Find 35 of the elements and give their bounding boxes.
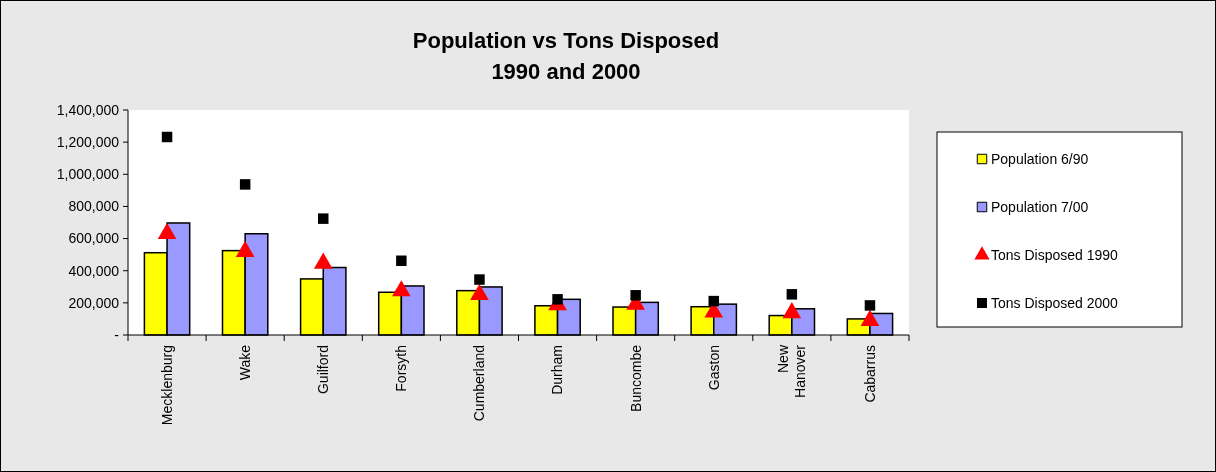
x-tick-label: Wake bbox=[237, 344, 254, 381]
x-tick-label: Durham bbox=[549, 345, 566, 395]
legend-label: Tons Disposed 2000 bbox=[991, 294, 1119, 311]
legend-label: Tons Disposed 1990 bbox=[991, 246, 1119, 263]
point bbox=[470, 283, 489, 301]
y-tick-label: - bbox=[114, 326, 120, 343]
x-tick-label: New Hanover bbox=[775, 344, 809, 398]
y-tick-label: 600,000 bbox=[68, 230, 120, 247]
point bbox=[860, 309, 880, 326]
point bbox=[782, 302, 802, 319]
y-tick-label: 800,000 bbox=[68, 198, 120, 215]
point bbox=[396, 255, 407, 266]
chart-title: Population vs Tons Disposed 1990 and 2000 bbox=[412, 28, 720, 84]
point bbox=[318, 213, 329, 224]
legend-label: Population 6/90 bbox=[991, 150, 1089, 167]
x-tick-label: Guilford bbox=[315, 345, 332, 395]
x-tick-label: Mecklenburg bbox=[158, 345, 175, 426]
y-tick-label: 400,000 bbox=[68, 262, 120, 279]
legend-label: Population 7/00 bbox=[991, 198, 1089, 215]
x-tick-label: Cabarrus bbox=[861, 345, 878, 403]
x-tick-label: Forsyth bbox=[393, 345, 410, 392]
point bbox=[313, 252, 333, 269]
x-tick-label: Buncombe bbox=[627, 344, 644, 412]
y-tick-label: 200,000 bbox=[68, 294, 120, 311]
point bbox=[474, 274, 485, 285]
y-tick-label: 1,200,000 bbox=[56, 134, 120, 151]
x-tick-label: Cumberland bbox=[471, 345, 488, 422]
point bbox=[161, 131, 173, 143]
point bbox=[392, 280, 411, 297]
x-tick-label: Gaston bbox=[705, 345, 722, 391]
point bbox=[157, 223, 177, 240]
point bbox=[235, 240, 255, 257]
y-tick-label: 1,400,000 bbox=[56, 101, 120, 118]
point bbox=[239, 179, 251, 190]
y-tick-label: 1,000,000 bbox=[56, 166, 120, 183]
